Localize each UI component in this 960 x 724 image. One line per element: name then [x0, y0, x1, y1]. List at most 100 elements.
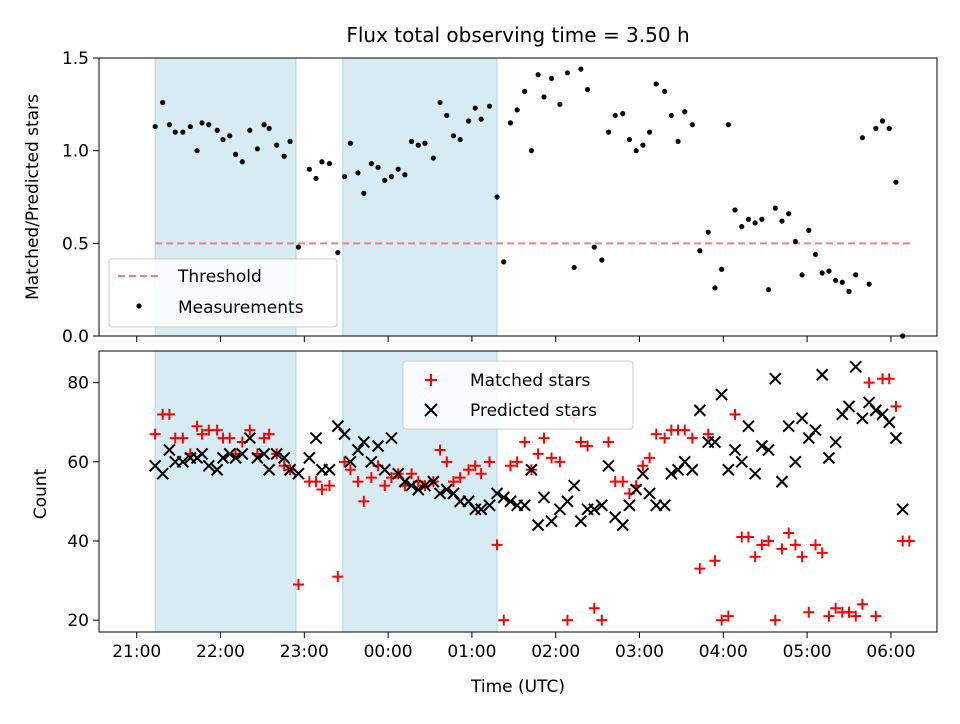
predicted-star-point — [210, 463, 224, 476]
measurement-point — [408, 138, 415, 144]
predicted-star-point — [537, 491, 551, 504]
matched-star-point — [498, 614, 510, 626]
x-tick-label: 03:00 — [615, 642, 664, 662]
x-tick-label: 21:00 — [112, 642, 161, 662]
bottom-y-axis-label: Count — [31, 468, 51, 519]
matched-star-point — [903, 535, 915, 547]
matched-star-point — [163, 408, 175, 420]
measurement-point — [893, 179, 899, 185]
matched-star-point — [323, 480, 335, 492]
measurement-point — [194, 148, 200, 154]
predicted-star-point — [309, 431, 323, 445]
measurement-point — [375, 164, 381, 170]
measurement-point — [295, 244, 302, 250]
predicted-star-point — [748, 467, 762, 480]
x-tick-label: 06:00 — [866, 642, 915, 662]
measurement-point — [739, 224, 745, 230]
measurement-point — [319, 159, 325, 165]
predicted-star-point — [602, 459, 615, 472]
matched-star-point — [358, 495, 370, 507]
matched-star-point — [749, 551, 761, 563]
x-tick-label: 00:00 — [364, 642, 413, 662]
measurement-point — [199, 120, 205, 126]
bottom-panel-frame — [98, 350, 938, 633]
measurement-point — [152, 123, 158, 130]
measurement-point — [620, 111, 626, 117]
measurement-point — [564, 70, 571, 76]
measurement-point — [395, 166, 401, 172]
matched-star-point — [352, 476, 364, 488]
measurement-point — [501, 259, 507, 265]
matched-star-point — [532, 448, 544, 460]
legend-predicted-swatch — [424, 403, 438, 417]
matched-star-point — [742, 531, 754, 543]
x-tick-label: 23:00 — [280, 642, 329, 662]
measurement-point — [361, 190, 367, 196]
measurement-point — [599, 257, 605, 263]
matched-star-point — [582, 440, 594, 452]
measurement-point — [326, 161, 333, 167]
predicted-star-point — [789, 455, 802, 469]
predicted-star-point — [474, 503, 488, 516]
measurement-point — [206, 122, 212, 128]
measurement-point — [653, 81, 659, 87]
matched-star-point — [783, 527, 795, 539]
x-axis-label: Time (UTC) — [470, 677, 565, 697]
bottom-panel: 20 40 60 80 21:00 22:00 23:00 00:00 01:00 02:00 0… — [31, 350, 938, 697]
predicted-star-point — [643, 487, 656, 500]
measurement-point — [668, 112, 674, 119]
predicted-star-point — [483, 499, 496, 512]
measurement-point — [719, 266, 725, 272]
predicted-star-point — [742, 419, 755, 433]
matched-star-point — [679, 424, 691, 436]
predicted-star-point — [490, 487, 504, 500]
matched-star-point — [796, 551, 808, 563]
predicted-star-point — [525, 463, 538, 476]
measurement-point — [826, 268, 832, 274]
measurement-point — [437, 99, 443, 106]
predicted-star-point — [371, 439, 385, 453]
measurement-point — [752, 220, 758, 226]
matched-star-point — [709, 555, 721, 567]
measurement-point — [341, 174, 348, 180]
predicted-star-point — [277, 451, 291, 465]
chart-title: Flux total observing time = 3.50 h — [346, 23, 689, 47]
legend-predicted-label: Predicted stars — [470, 401, 597, 421]
matched-star-point — [339, 456, 351, 468]
measurement-point — [697, 248, 703, 254]
predicted-star-point — [629, 483, 643, 496]
predicted-star-point — [658, 499, 671, 512]
predicted-star-point — [883, 416, 896, 429]
predicted-star-point — [715, 388, 728, 401]
legend-threshold-label: Threshold — [177, 267, 262, 287]
predicted-star-point — [243, 431, 257, 445]
matched-star-point — [469, 460, 481, 472]
predicted-star-point — [815, 368, 829, 381]
top-y-tick-label: 1.5 — [62, 49, 89, 69]
measurement-point — [486, 103, 493, 109]
matched-star-point — [504, 460, 516, 472]
matched-star-point — [344, 464, 356, 476]
predicted-star-point — [427, 475, 440, 488]
matched-star-point — [211, 424, 223, 436]
predicted-star-point — [195, 447, 209, 461]
predicted-star-point — [229, 451, 242, 465]
predicted-star-point — [769, 372, 782, 385]
predicted-star-point — [574, 514, 588, 528]
measurement-point — [879, 118, 886, 124]
matched-star-point — [310, 476, 322, 488]
predicted-star-point — [262, 463, 276, 476]
matched-star-point — [650, 428, 662, 440]
predicted-star-point — [303, 451, 316, 465]
predicted-star-point — [856, 412, 869, 425]
measurement-point — [557, 101, 563, 107]
matched-star-point — [561, 614, 573, 626]
measurement-point — [732, 207, 738, 213]
matched-star-point — [816, 547, 828, 559]
measurement-point — [765, 287, 772, 293]
matched-star-point — [769, 614, 781, 626]
measurement-point — [254, 146, 260, 152]
matched-star-point — [484, 456, 496, 468]
measurement-point — [528, 148, 535, 154]
top-legend: Threshold Measurements — [108, 258, 338, 328]
